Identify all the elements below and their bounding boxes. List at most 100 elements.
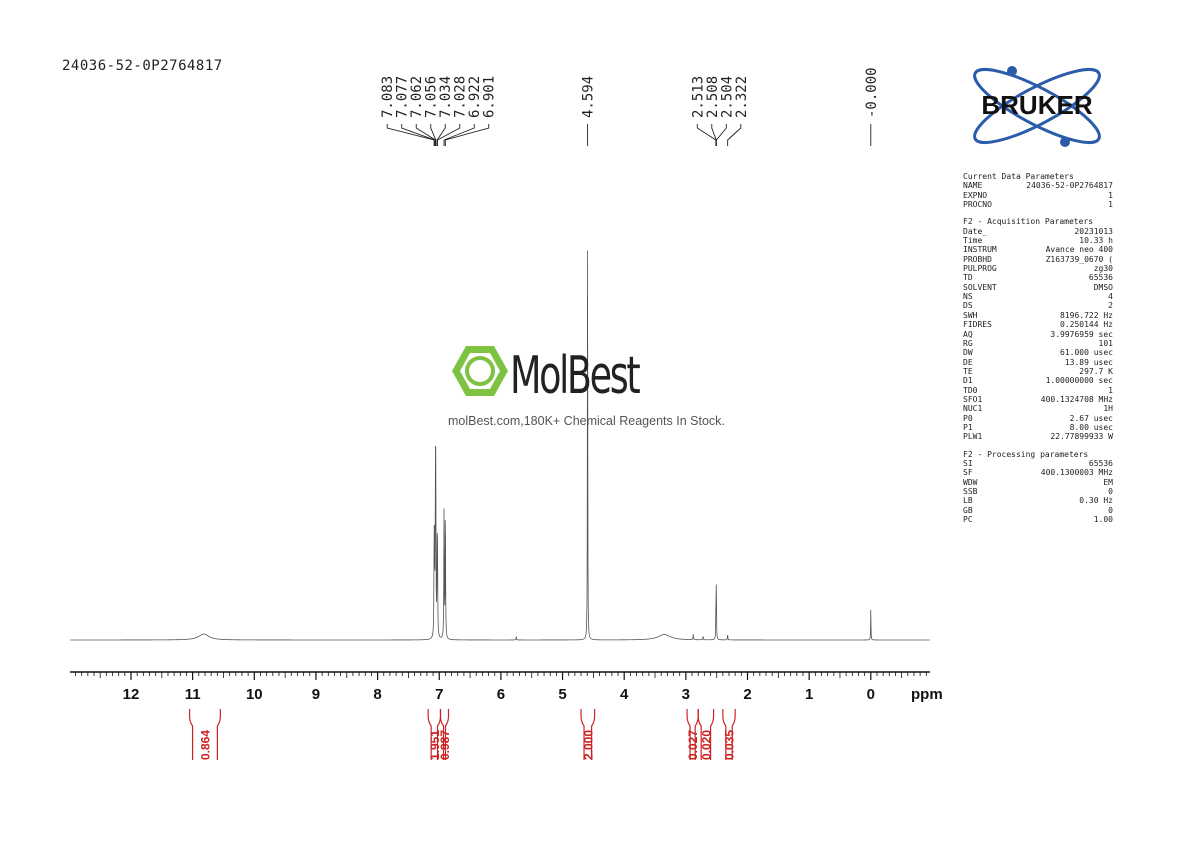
param-value: 3.9976959 sec [1050,329,1113,339]
peak-label-connector [696,124,717,146]
param-value: 297.7 K [1079,366,1113,376]
param-value: 2.67 usec [1069,413,1113,423]
param-section: F2 - Processing parameters SI 65536 SF 400.1… [963,450,1113,525]
integral: 0.864 [188,709,221,760]
param-key: DW [963,348,973,358]
param-value: EM [1103,477,1113,487]
peak-label: -0.000 [864,67,880,118]
param-row: Date_ 20231013 [963,227,1113,236]
x-axis-label: ppm [911,686,943,703]
param-value: 101 [1098,338,1113,348]
peak-label: 7.083 [380,76,396,118]
param-row: WDW EM [963,478,1113,487]
integral-bracket [580,709,596,760]
sample-id: 24036-52-0P2764817 [62,58,223,74]
param-row: GB 0 [963,506,1113,515]
param-row: INSTRUM Avance neo 400 [963,245,1113,254]
param-value: zg30 [1093,264,1113,274]
x-tick-label: 11 [185,686,201,703]
param-row: SWH 8196.722 Hz [963,311,1113,320]
peak-label-connector [443,124,475,146]
param-value: 61.000 usec [1060,348,1113,358]
integral: 0.987 [438,709,452,760]
param-value: 10.33 h [1079,236,1113,246]
x-tick-label: 12 [123,686,140,703]
spectrum-trace [70,250,930,641]
integral-bracket [188,709,221,760]
integral-value: 0.864 [198,730,212,760]
integral: 2.000 [580,709,596,760]
param-key: PULPROG [963,264,997,274]
param-value: 0.250144 Hz [1060,320,1113,330]
param-row: TD0 1 [963,386,1113,395]
param-key: GB [963,505,973,515]
param-value: 65536 [1088,273,1113,283]
param-value: 1.00 [1093,515,1113,525]
peak-label: 7.028 [453,76,469,118]
param-row: TE 297.7 K [963,367,1113,376]
param-key: AQ [963,329,973,339]
param-row: D1 1.00000000 sec [963,376,1113,385]
param-row: LB 0.30 Hz [963,496,1113,505]
param-value: 8196.722 Hz [1060,310,1113,320]
x-axis: 12 11 10 9 8 7 6 5 4 3 2 1 0 [70,671,930,703]
param-value: 400.1324708 MHz [1040,394,1113,404]
param-value: 65536 [1088,458,1113,468]
param-row: Time 10.33 h [963,236,1113,245]
param-key: SI [963,458,973,468]
param-row: PROCNO 1 [963,200,1113,209]
param-row: DS 2 [963,301,1113,310]
param-value: 20231013 [1074,226,1113,236]
param-key: SOLVENT [963,282,997,292]
param-key: D1 [963,376,973,386]
param-key: NAME [963,181,983,191]
integral: 0.020 [697,709,715,760]
param-row: PC 1.00 [963,515,1113,524]
x-tick-label: 8 [373,686,381,703]
param-key: INSTRUM [963,245,997,255]
param-key: FIDRES [963,320,992,330]
param-row: NUC1 1H [963,404,1113,413]
param-value: 1.00000000 sec [1045,376,1113,386]
param-section-title: F2 - Acquisition Parameters [963,217,1094,227]
param-row: RG 101 [963,339,1113,348]
param-key: TD0 [963,385,978,395]
peak-label: 2.513 [690,76,706,118]
peak-label-connector [444,124,490,146]
param-key: WDW [963,477,978,487]
integral-bracket [439,709,450,760]
param-section: F2 - Acquisition Parameters Date_ 20231013… [963,217,1113,441]
param-value: Z163739_0670 ( [1045,254,1113,264]
peak-label-connector [401,124,435,146]
param-value: 1 [1108,190,1113,200]
param-row: TD 65536 [963,273,1113,282]
param-value: 1 [1108,200,1113,210]
param-key: SFO1 [963,394,983,404]
param-value: 1H [1103,404,1113,414]
integral-bracket [697,709,715,760]
param-row: SOLVENT DMSO [963,283,1113,292]
param-row: EXPNO 1 [963,191,1113,200]
param-section-title: F2 - Processing parameters [963,449,1089,459]
benzene-logo-icon [452,346,508,396]
param-key: RG [963,338,973,348]
param-key: NUC1 [963,404,983,414]
peak-label: 7.062 [409,76,425,118]
integral-bracket [722,709,736,760]
param-row: DE 13.89 usec [963,358,1113,367]
param-value: 24036-52-0P2764817 [1026,181,1113,191]
param-key: TD [963,273,973,283]
param-row: SF 400.1300003 MHz [963,468,1113,477]
x-tick-label: 9 [312,686,320,703]
param-key: SF [963,468,973,478]
x-tick-label: 2 [743,686,751,703]
param-value: 1 [1108,385,1113,395]
peak-label: 2.322 [734,76,750,118]
peak-label: 6.922 [467,76,483,118]
param-value: 22.77899933 W [1050,432,1113,442]
integral-value: 1.951 [428,730,442,760]
x-tick-label: 3 [682,686,690,703]
param-key: Date_ [963,226,988,236]
param-value: 4 [1108,292,1113,302]
bruker-logo-text: BRUKER [981,90,1092,120]
